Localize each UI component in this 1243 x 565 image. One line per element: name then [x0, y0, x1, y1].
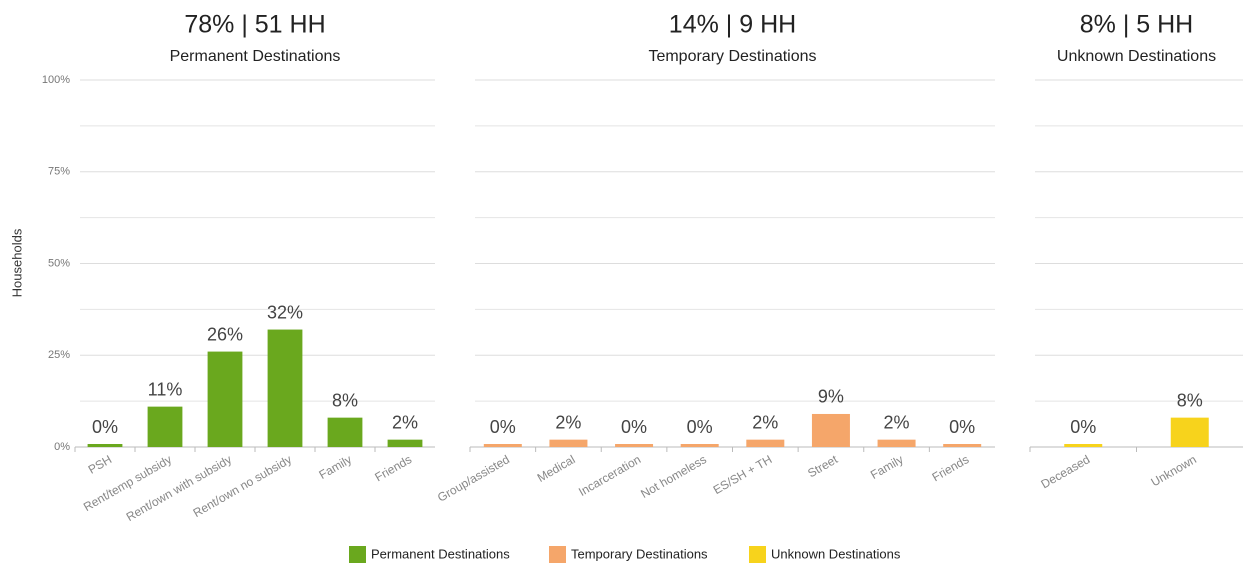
- value-label: 0%: [949, 417, 975, 437]
- bar: [1064, 444, 1103, 447]
- y-axis-label: Households: [9, 228, 24, 297]
- y-tick-label: 75%: [48, 166, 70, 178]
- x-tick-label: ES/SH + TH: [711, 452, 775, 497]
- x-tick-label: Friends: [930, 452, 972, 484]
- bar: [207, 351, 243, 447]
- x-tick-label: Medical: [535, 452, 578, 485]
- bar: [87, 444, 123, 447]
- value-label: 0%: [490, 417, 516, 437]
- legend-swatch: [749, 546, 766, 563]
- y-tick-label: 25%: [48, 349, 70, 361]
- x-tick-label: Not homeless: [638, 452, 709, 501]
- bar: [549, 439, 588, 447]
- legend-label: Unknown Destinations: [771, 546, 901, 561]
- panel-subtitle: Permanent Destinations: [170, 48, 341, 65]
- legend-swatch: [349, 546, 366, 563]
- panel-subtitle: Temporary Destinations: [648, 48, 816, 65]
- x-tick-label: Incarceration: [576, 452, 643, 499]
- value-label: 0%: [621, 417, 647, 437]
- bar: [746, 439, 785, 447]
- x-tick-label: Deceased: [1039, 452, 1093, 491]
- value-label: 2%: [555, 412, 581, 432]
- x-tick-label: Unknown: [1149, 452, 1199, 489]
- legend-label: Temporary Destinations: [571, 546, 708, 561]
- x-tick-label: Street: [805, 452, 840, 480]
- value-label: 2%: [392, 412, 418, 432]
- bar: [877, 439, 916, 447]
- value-label: 0%: [92, 417, 118, 437]
- legend-swatch: [549, 546, 566, 563]
- value-label: 8%: [332, 390, 358, 410]
- bar: [483, 444, 522, 447]
- y-tick-label: 50%: [48, 257, 70, 269]
- bar: [387, 439, 423, 447]
- panel-title: 14% | 9 HH: [669, 11, 796, 39]
- y-tick-label: 100%: [42, 74, 70, 86]
- bar: [680, 444, 719, 447]
- value-label: 0%: [1070, 417, 1096, 437]
- panel-title: 8% | 5 HH: [1080, 11, 1193, 39]
- legend-label: Permanent Destinations: [371, 546, 510, 561]
- bar: [615, 444, 654, 447]
- x-tick-label: Family: [868, 452, 906, 482]
- value-label: 0%: [687, 417, 713, 437]
- value-label: 9%: [818, 387, 844, 407]
- bar: [943, 444, 982, 447]
- x-tick-label: Family: [316, 452, 354, 482]
- y-tick-label: 0%: [54, 441, 70, 453]
- value-label: 2%: [884, 412, 910, 432]
- bar: [147, 406, 183, 447]
- x-tick-label: Group/assisted: [435, 452, 512, 504]
- x-tick-label: Rent/own with subsidy: [124, 452, 234, 524]
- bar: [327, 417, 363, 447]
- x-tick-label: Rent/own no subsidy: [191, 452, 294, 520]
- panel-title: 78% | 51 HH: [184, 11, 325, 39]
- value-label: 32%: [267, 302, 303, 322]
- bar: [811, 413, 850, 447]
- value-label: 26%: [207, 324, 243, 344]
- x-tick-label: Friends: [372, 452, 414, 484]
- value-label: 8%: [1177, 390, 1203, 410]
- bar: [1170, 417, 1209, 447]
- x-tick-label: PSH: [86, 452, 114, 476]
- value-label: 11%: [148, 379, 183, 399]
- value-label: 2%: [752, 412, 778, 432]
- bar: [267, 329, 303, 447]
- panel-subtitle: Unknown Destinations: [1057, 48, 1216, 65]
